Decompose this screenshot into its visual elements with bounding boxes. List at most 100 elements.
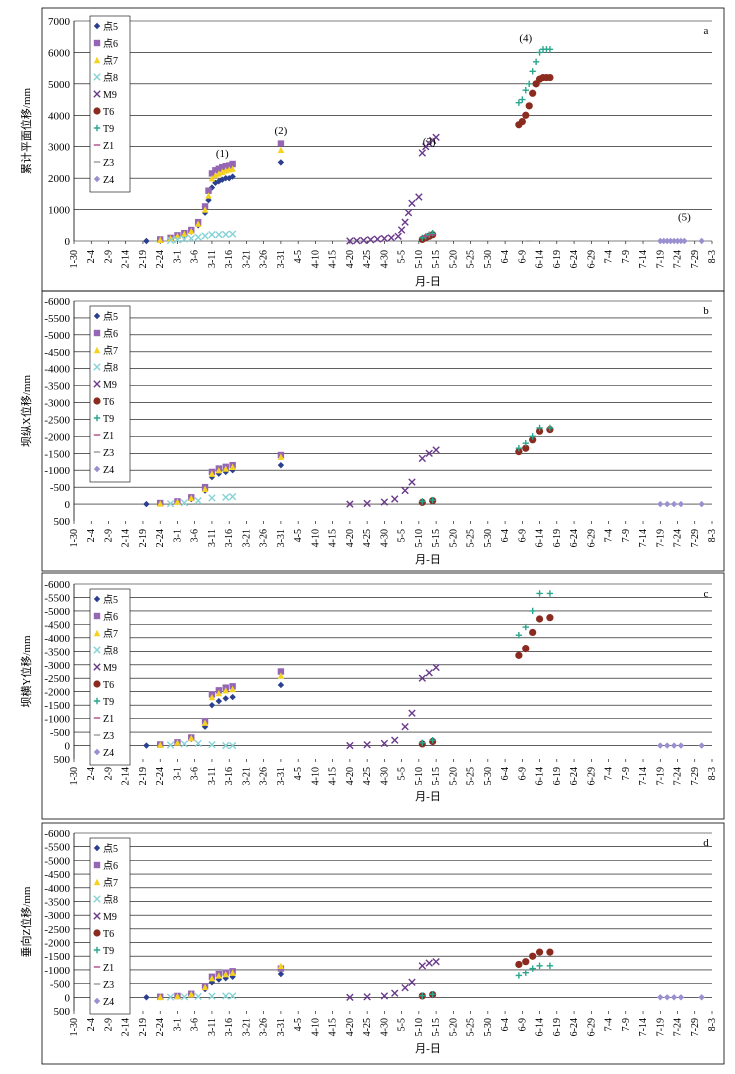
data-point <box>425 669 433 677</box>
x-tick-label: 3-26 <box>259 1018 270 1036</box>
x-tick-label: 5-20 <box>448 529 459 547</box>
data-point <box>536 962 543 970</box>
data-point <box>522 86 529 94</box>
series-Z4 <box>657 994 705 1001</box>
data-point <box>522 444 530 452</box>
x-tick-label: 5-25 <box>466 767 477 785</box>
x-tick-label: 2-24 <box>155 529 166 547</box>
legend-label: Z3 <box>103 980 114 991</box>
legend-marker <box>93 861 101 869</box>
x-tick-label: 5-10 <box>414 1018 425 1036</box>
data-point <box>419 234 426 242</box>
series-点6 <box>157 451 285 507</box>
data-point <box>515 99 523 106</box>
data-point <box>522 623 529 631</box>
data-point <box>432 958 440 966</box>
x-tick-label: 6-19 <box>552 767 563 785</box>
legend-label: T6 <box>103 107 114 118</box>
x-tick-label: 6-24 <box>569 767 580 785</box>
x-tick-label: 3-1 <box>172 1018 183 1031</box>
x-tick-label: 4-25 <box>362 529 373 547</box>
x-tick-label: 1-30 <box>69 767 80 785</box>
x-tick-label: 7-9 <box>621 529 632 542</box>
legend-marker <box>93 22 101 30</box>
y-tick-label: -5000 <box>44 855 70 867</box>
x-tick-label: 3-21 <box>241 529 252 547</box>
data-point <box>359 236 368 245</box>
x-tick-label: 2-14 <box>121 1018 132 1036</box>
x-tick-label: 4-30 <box>379 1018 390 1036</box>
data-point <box>663 237 671 245</box>
x-tick-label: 6-19 <box>552 529 563 547</box>
x-tick-label: 3-1 <box>172 529 183 542</box>
data-point <box>677 237 685 245</box>
data-point <box>205 187 212 194</box>
x-tick-label: 7-19 <box>655 529 666 547</box>
x-tick-label: 5-15 <box>431 250 442 268</box>
data-point <box>166 236 175 245</box>
data-point <box>222 992 230 1000</box>
data-point <box>208 174 216 182</box>
data-point <box>166 993 175 1001</box>
x-tick-label: 3-21 <box>241 250 252 268</box>
data-point <box>698 500 705 508</box>
y-tick-label: -6000 <box>44 828 70 840</box>
series-T6 <box>418 73 554 244</box>
y-tick-label: -5500 <box>44 842 70 854</box>
x-tick-label: 1-30 <box>69 250 80 268</box>
data-point <box>660 237 667 245</box>
data-point <box>188 990 195 998</box>
legend-label: T6 <box>103 680 114 691</box>
legend: 点5 点6 点7 点8 M9 T6 T9 Z1 Z3 Z4 <box>89 305 131 483</box>
annotation: (4) <box>519 32 532 44</box>
x-tick-label: 4-20 <box>345 767 356 785</box>
data-point <box>529 89 537 97</box>
x-tick-label: 2-4 <box>86 529 97 542</box>
data-point <box>408 709 416 717</box>
data-point <box>208 170 216 177</box>
data-point <box>188 734 195 742</box>
x-tick-label: 1-30 <box>69 1018 80 1036</box>
data-point <box>373 235 382 243</box>
panel-d: 0-500 -1000 -1500-2000 -2500 -3000 -3500-4000… <box>19 822 725 1065</box>
x-tick-label: 3-21 <box>241 767 252 785</box>
x-tick-label: 7-14 <box>638 1018 649 1036</box>
legend-label: Z4 <box>103 997 114 1008</box>
y-tick-label: -3000 <box>44 398 70 410</box>
data-point <box>212 167 219 174</box>
x-tick-label: 2-19 <box>138 250 149 268</box>
legend-marker <box>93 73 101 81</box>
data-point <box>394 232 402 240</box>
data-point <box>667 237 674 245</box>
data-point <box>546 614 554 622</box>
x-tick-label: 8-3 <box>707 250 718 263</box>
x-tick-label: 6-29 <box>586 529 597 547</box>
x-tick-label: 2-14 <box>121 529 132 547</box>
legend-label: 点5 <box>103 594 118 606</box>
legend-label: M9 <box>103 90 117 101</box>
data-point <box>663 742 671 749</box>
y-tick-label: -4500 <box>44 347 70 359</box>
x-tick-label: 3-26 <box>259 767 270 785</box>
x-tick-label: 3-16 <box>224 250 235 268</box>
x-tick-label: 2-4 <box>86 1018 97 1031</box>
y-tick-label: 500 <box>54 1006 71 1018</box>
y-tick-label: -5500 <box>44 313 70 325</box>
y-tick-label: 1000 <box>48 205 71 217</box>
data-point <box>225 162 233 169</box>
data-point <box>277 461 285 469</box>
data-point <box>277 146 285 154</box>
data-point <box>418 454 427 463</box>
data-point <box>229 973 236 980</box>
x-tick-label: 2-24 <box>155 1018 166 1036</box>
data-point <box>143 742 150 749</box>
data-point <box>401 984 409 992</box>
data-point <box>173 236 182 244</box>
data-point <box>408 478 416 486</box>
data-point <box>205 192 212 199</box>
x-tick-label: 5-25 <box>466 1018 477 1036</box>
data-point <box>228 230 237 238</box>
legend-label: Z3 <box>103 448 114 459</box>
data-point <box>180 499 189 507</box>
x-tick-label: 4-30 <box>379 767 390 785</box>
